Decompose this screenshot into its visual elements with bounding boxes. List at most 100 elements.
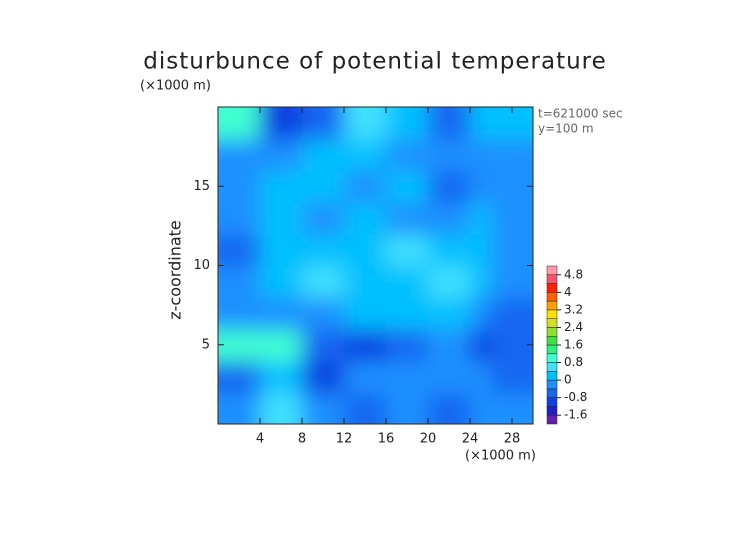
field-cell — [386, 202, 429, 235]
field-cell — [302, 297, 345, 330]
x-tick-label: 4 — [256, 432, 264, 447]
colorbar-tick-label: 0 — [564, 373, 572, 387]
field-cell — [218, 360, 261, 394]
field-cell — [386, 297, 429, 330]
colorbar-tick-label: 0.8 — [564, 355, 583, 369]
x-tick-label: 20 — [420, 432, 437, 447]
field-cell — [260, 138, 303, 172]
colorbar-tick-label: -0.8 — [564, 390, 587, 404]
field-cell — [344, 392, 387, 424]
colorbar-box — [546, 292, 558, 302]
field-cell — [302, 170, 345, 204]
field-cell — [386, 265, 429, 299]
field-cell — [302, 265, 345, 299]
colorbar-box — [546, 300, 558, 311]
colorbar-box — [546, 353, 558, 363]
colorbar-box — [546, 274, 558, 284]
field-cell — [302, 392, 345, 424]
colorbar-box — [546, 362, 558, 372]
colorbar-box — [546, 414, 558, 425]
colorbar-box — [546, 371, 558, 381]
field-cell — [428, 170, 471, 204]
colorbar-box — [546, 406, 558, 416]
field-cell — [386, 360, 429, 394]
field-cell — [218, 392, 261, 424]
y-tick-label: 5 — [202, 337, 210, 352]
colorbar-box — [546, 283, 558, 293]
field-cell — [428, 297, 471, 330]
colorbar-box — [546, 379, 558, 390]
field-cell — [428, 360, 471, 394]
x-tick-label: 8 — [298, 432, 306, 447]
x-tick-label: 24 — [462, 432, 479, 447]
field-cell — [428, 265, 471, 299]
field — [218, 107, 533, 424]
x-tick-label: 12 — [336, 432, 353, 447]
field-cell — [260, 265, 303, 299]
field-cell — [218, 297, 261, 330]
field-cell — [428, 392, 471, 424]
field-cell — [428, 328, 471, 362]
field-cell — [218, 328, 261, 362]
field-cell — [491, 265, 533, 299]
field-cell — [260, 107, 303, 140]
colorbar-box — [546, 327, 558, 337]
colorbar-box — [546, 335, 558, 346]
field-cell — [491, 138, 533, 172]
y-unit: (×1000 m) — [140, 79, 211, 94]
y-axis-label: z-coordinate — [166, 220, 185, 320]
axes — [218, 107, 533, 424]
colorbar-tick-label: 1.6 — [564, 338, 583, 352]
field-cell — [260, 233, 303, 267]
field-cell — [302, 233, 345, 267]
field-cell — [428, 138, 471, 172]
annotation: y=100 m — [538, 122, 594, 136]
field-cell — [260, 170, 303, 204]
field-cell — [302, 107, 345, 140]
field-cell — [386, 138, 429, 172]
field-cell — [218, 265, 261, 299]
field-cell — [260, 328, 303, 362]
colorbar-tick-label: 3.2 — [564, 302, 583, 316]
field-cell — [491, 392, 533, 424]
chart-title: disturbunce of potential temperature — [143, 49, 607, 75]
field-cell — [344, 360, 387, 394]
field-cell — [302, 202, 345, 235]
field-cell — [218, 138, 261, 172]
field-cell — [491, 328, 533, 362]
x-tick-label: 28 — [504, 432, 521, 447]
colorbar-tick-label: 2.4 — [564, 320, 583, 334]
x-unit: (×1000 m) — [465, 449, 536, 464]
field-cell — [386, 392, 429, 424]
y-tick-label: 10 — [193, 258, 210, 273]
field-cell — [302, 328, 345, 362]
field-cell — [218, 233, 261, 267]
field-cell — [428, 233, 471, 267]
field-cell — [344, 297, 387, 330]
field-cell — [491, 202, 533, 235]
field-cell — [260, 297, 303, 330]
field-cell — [344, 170, 387, 204]
field-cell — [386, 233, 429, 267]
field-cell — [428, 202, 471, 235]
field-cell — [260, 392, 303, 424]
field-cell — [491, 170, 533, 204]
field-cell — [491, 360, 533, 394]
field-cell — [386, 328, 429, 362]
colorbar-box — [546, 265, 558, 276]
field-cell — [386, 107, 429, 140]
colorbar-tick-label: -1.6 — [564, 408, 587, 422]
field-cell — [218, 107, 261, 140]
annotation: t=621000 sec — [538, 107, 623, 121]
colorbar-box — [546, 344, 558, 355]
field-cell — [428, 107, 471, 140]
colorbar-box — [546, 388, 558, 398]
field-cell — [344, 265, 387, 299]
field-cell — [344, 107, 387, 140]
y-tick-label: 15 — [193, 179, 210, 194]
field-cell — [344, 233, 387, 267]
field-cell — [491, 297, 533, 330]
field-cell — [344, 328, 387, 362]
field-cell — [218, 170, 261, 204]
